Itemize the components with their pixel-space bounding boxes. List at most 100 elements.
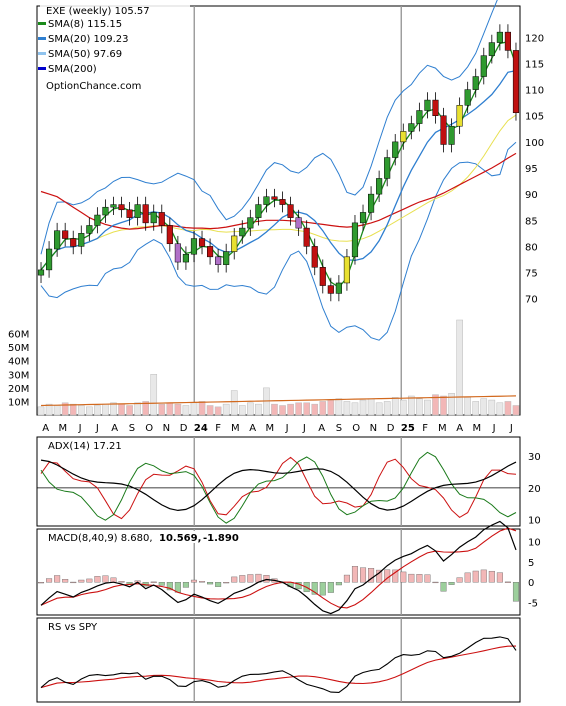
source-label: OptionChance.com	[46, 81, 141, 92]
volume-bar	[230, 390, 238, 416]
x-tick-label: J	[78, 423, 82, 434]
x-tick-label: D	[180, 423, 188, 434]
volume-bar	[150, 374, 158, 416]
price-candle	[174, 243, 181, 263]
volume-bar	[343, 401, 351, 416]
macd-histogram-bar	[150, 581, 157, 583]
rs-label-bg	[39, 620, 107, 632]
legend-swatch	[38, 22, 46, 25]
price-candle	[46, 248, 53, 271]
x-tick-label: A	[111, 423, 118, 434]
macd-histogram-bar	[400, 571, 407, 583]
legend-swatch	[38, 37, 46, 40]
macd-histogram-bar	[158, 582, 165, 586]
volume-bar	[190, 402, 198, 416]
rs-average-line	[40, 645, 517, 689]
price-candle	[303, 227, 310, 247]
volume-bar	[279, 405, 286, 416]
price-candle	[424, 99, 431, 111]
price-candle	[70, 238, 77, 247]
price-tick-label: 100	[525, 138, 544, 149]
x-tick-label: N	[163, 423, 170, 434]
macd-histogram-bar	[512, 582, 519, 602]
volume-bar	[399, 399, 407, 416]
volume-bar	[303, 402, 310, 416]
volume-bar	[255, 403, 262, 416]
price-candle	[271, 196, 278, 200]
macd-histogram-bar	[416, 574, 423, 583]
price-candle	[408, 123, 415, 132]
volume-bar	[480, 398, 488, 416]
price-candle	[166, 225, 173, 245]
price-candle	[207, 246, 214, 258]
x-tick-label: S	[336, 423, 342, 434]
price-tick-label: 90	[525, 190, 538, 201]
macd-tick-label: 10	[528, 537, 541, 548]
volume-tick-label: 60M	[8, 330, 29, 341]
volume-bar	[391, 397, 399, 416]
x-tick-label: M	[231, 423, 240, 434]
price-candle	[311, 246, 318, 268]
x-tick-label: O	[352, 423, 360, 434]
volume-average-line	[41, 395, 516, 407]
bollinger-upper-band	[40, 0, 498, 255]
volume-bar	[182, 405, 190, 416]
volume-bar	[496, 402, 504, 416]
volume-bar	[222, 403, 230, 416]
volume-bar	[238, 405, 246, 416]
volume-bar	[440, 395, 447, 416]
macd-histogram-bar	[319, 582, 326, 596]
volume-bar	[198, 401, 206, 416]
macd-histogram-bar	[231, 576, 238, 583]
macd-histogram-bar	[54, 575, 61, 583]
volume-bar	[488, 399, 496, 416]
volume-bar	[432, 394, 439, 416]
volume-bar	[335, 398, 343, 416]
adx-label-bg	[39, 439, 125, 451]
adx-minus-di-line	[40, 456, 517, 520]
volume-bar	[408, 395, 415, 416]
volume-bar	[166, 402, 174, 416]
sma50-line	[40, 114, 517, 271]
price-candle	[456, 105, 463, 127]
price-candle	[392, 141, 399, 158]
x-tick-label: D	[387, 423, 395, 434]
adx-line	[40, 459, 517, 512]
price-candle	[150, 212, 157, 224]
price-candle	[287, 204, 294, 218]
macd-histogram-bar	[496, 572, 503, 583]
price-candle	[102, 206, 109, 216]
price-tick-label: 95	[525, 164, 538, 175]
legend-entry: SMA(8) 115.15	[48, 19, 122, 30]
macd-histogram-bar	[448, 582, 455, 585]
price-candle	[319, 267, 326, 286]
price-candle	[118, 204, 125, 211]
macd-label-bg	[39, 531, 239, 543]
adx-panel-frame	[36, 436, 521, 527]
macd-hist-label: -1.890	[203, 533, 239, 544]
price-candle	[190, 238, 198, 255]
macd-histogram-bar	[78, 579, 85, 583]
macd-histogram-bar	[215, 582, 222, 587]
macd-histogram-bar	[392, 569, 399, 583]
price-candle	[78, 233, 85, 247]
macd-histogram-bar	[190, 579, 197, 583]
legend-swatch	[38, 52, 46, 55]
volume-bar	[351, 402, 359, 416]
macd-histogram-bar	[472, 570, 479, 583]
volume-bar	[311, 403, 319, 416]
volume-bar	[375, 402, 383, 416]
x-tick-label: J	[302, 423, 306, 434]
macd-tick-label: 0	[528, 578, 534, 589]
macd-histogram-bar	[62, 579, 69, 583]
macd-histogram-bar	[110, 577, 117, 583]
x-tick-label: O	[145, 423, 153, 434]
volume-bar	[174, 403, 182, 416]
volume-bar	[367, 398, 375, 416]
price-candle	[496, 31, 503, 43]
adx-tick-label: 20	[528, 484, 541, 495]
price-candle	[448, 125, 455, 145]
price-candle	[86, 225, 93, 234]
price-candle	[440, 115, 447, 145]
